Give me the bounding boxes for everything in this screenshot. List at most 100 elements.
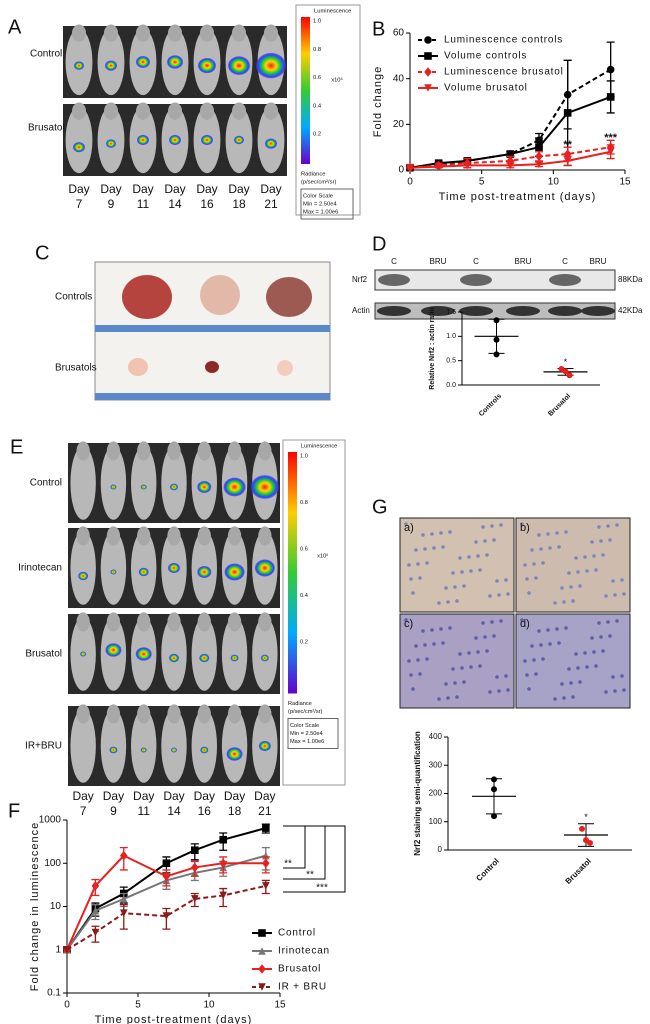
signal (168, 562, 180, 574)
nucleus (539, 643, 543, 647)
marker (535, 151, 543, 162)
nucleus (467, 651, 471, 655)
day-word: Day (68, 182, 89, 196)
signal (110, 569, 117, 575)
point (493, 317, 500, 324)
mouse-head (76, 704, 90, 724)
nucleus (474, 636, 478, 640)
nucleus (488, 690, 492, 694)
y-tick-label: 40 (393, 73, 405, 84)
band (581, 306, 615, 316)
signal (201, 134, 213, 146)
mouse-head (167, 102, 183, 120)
day-number: 16 (198, 804, 212, 818)
nucleus (455, 695, 459, 699)
nucleus (474, 540, 478, 544)
legend-marker (424, 52, 432, 60)
label: Color Scale (290, 723, 319, 729)
nucleus (423, 547, 427, 551)
nucleus (444, 586, 448, 590)
marker (506, 150, 515, 158)
marker (120, 850, 128, 861)
mouse-head (231, 102, 247, 120)
mouse (130, 446, 157, 520)
label: Min = 2.50e4 (290, 731, 323, 737)
legend-marker (424, 36, 432, 44)
nucleus (455, 599, 459, 603)
x-tick-label: 15 (619, 177, 631, 188)
mouse-head (106, 526, 121, 546)
mouse-head (137, 441, 151, 461)
nucleus (567, 571, 571, 575)
label: Luminescence (301, 443, 337, 449)
label: Brusatols (55, 363, 97, 374)
signal (136, 56, 150, 68)
signal (74, 61, 84, 70)
mouse-head (71, 102, 87, 120)
signal (226, 747, 243, 761)
panel-letter: G (372, 496, 388, 518)
nucleus (613, 593, 617, 597)
nucleus (590, 636, 594, 640)
label: 42KDa (618, 306, 643, 315)
nucleus (601, 649, 605, 653)
label: c) (404, 618, 413, 630)
nucleus (599, 539, 603, 543)
nucleus (460, 570, 464, 574)
nucleus (483, 635, 487, 639)
marker (91, 881, 100, 891)
nucleus (478, 664, 482, 668)
signal (106, 139, 116, 148)
signal (169, 134, 181, 146)
label: 0.4 (300, 593, 308, 599)
label: 0.2 (313, 132, 321, 138)
day-number: 18 (228, 804, 242, 818)
nucleus (601, 553, 605, 557)
blot (374, 269, 616, 291)
legend-label: IR + BRU (278, 982, 327, 993)
day-word: Day (224, 789, 245, 803)
nucleus (520, 618, 524, 622)
signal (197, 566, 212, 578)
marker (191, 862, 199, 873)
mouse-head (76, 441, 90, 461)
label: Radiance (301, 172, 326, 178)
y-axis-label: Fold change (372, 66, 384, 138)
nucleus (539, 547, 543, 551)
marker (606, 93, 615, 101)
label: Controls (55, 292, 92, 303)
label: BRU (590, 257, 607, 266)
mouse-head (137, 526, 151, 546)
label: 1.0 (300, 453, 308, 459)
annotation: ** (563, 139, 572, 151)
nucleus (469, 569, 473, 573)
nucleus (485, 553, 489, 557)
signal (199, 653, 210, 663)
nucleus (416, 562, 420, 566)
nucleus (606, 620, 610, 624)
signal (137, 134, 149, 146)
x-tick-label: 5 (479, 177, 485, 188)
nucleus (460, 666, 464, 670)
mouse-head (167, 441, 181, 461)
day-number: 18 (232, 197, 246, 211)
label: C (562, 257, 568, 266)
mouse (100, 531, 127, 605)
mouse-head (106, 441, 121, 461)
x-axis-label: Time post-treatment (days) (95, 1014, 253, 1024)
nucleus (611, 675, 615, 679)
nucleus (476, 650, 480, 654)
signal (258, 740, 271, 752)
nucleus (546, 532, 550, 536)
nucleus (527, 687, 531, 691)
nucleus (411, 591, 415, 595)
day-word: Day (103, 789, 124, 803)
label: Radiance (288, 701, 312, 707)
label: Nrf2 (352, 275, 368, 284)
mouse (100, 446, 127, 520)
marker (191, 846, 199, 855)
band (378, 274, 410, 286)
nucleus (437, 601, 441, 605)
